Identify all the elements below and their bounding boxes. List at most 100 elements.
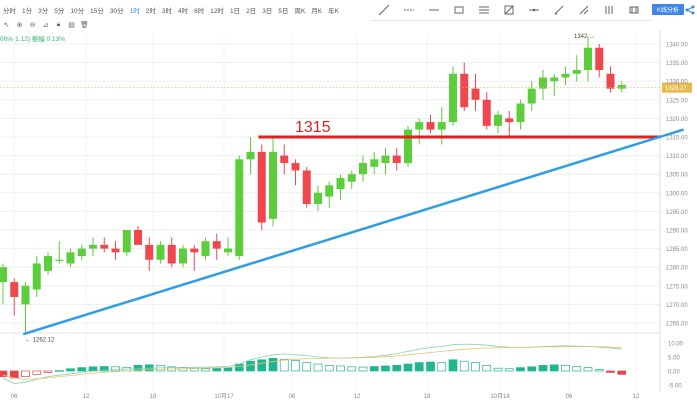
timeframe-6[interactable]: 30分 (109, 8, 124, 15)
high-label: 1342 → (574, 34, 595, 40)
timeframe-17[interactable]: 周K (294, 8, 306, 15)
timeframe-9[interactable]: 3时 (161, 8, 172, 15)
pattern-tool-icon[interactable] (621, 1, 646, 19)
lock-icon[interactable]: 🔒︎ (56, 21, 61, 28)
candle-body (100, 244, 109, 249)
timeframe-14[interactable]: 2日 (246, 8, 257, 15)
hline-tool-icon[interactable] (421, 1, 446, 19)
macd-bar (279, 358, 289, 372)
candle-body (291, 163, 300, 171)
pen-tool-icon[interactable] (546, 1, 571, 19)
candle-body (224, 248, 232, 253)
macd-bar (156, 365, 165, 372)
candle-body (449, 73, 457, 123)
timeframe-15[interactable]: 3日 (262, 8, 273, 15)
range-info: 00%(1.12) 振幅 0.13% (0, 36, 66, 43)
timeframe-4[interactable]: 10分 (70, 8, 85, 15)
macd-bar (324, 365, 334, 372)
share-icon[interactable] (684, 4, 696, 15)
macd-bar (381, 365, 390, 372)
candle-body (0, 267, 7, 283)
delete-icon[interactable]: 🗑︎ (80, 22, 89, 29)
zoom-out-icon[interactable]: ⊖ (29, 22, 36, 29)
rectangle-tool-icon[interactable] (446, 1, 471, 19)
candle-body (505, 118, 514, 123)
zoom-in-icon[interactable]: ⊕ (16, 22, 23, 29)
macd-bar (268, 358, 278, 372)
timeframe-11[interactable]: 6时 (194, 8, 205, 15)
candle-body (617, 84, 626, 89)
macd-bar (122, 367, 132, 372)
gann-tool-icon[interactable] (596, 1, 621, 19)
y-tick-label: 1300.00 (666, 191, 688, 197)
candle-body (280, 155, 289, 164)
timeframe-10[interactable]: 4时 (177, 8, 189, 15)
measure-tool-icon[interactable] (496, 1, 521, 19)
candle-body (89, 244, 97, 249)
x-tick-label: 10月17 (214, 393, 234, 400)
macd-bar (234, 363, 244, 372)
macd-bar (21, 370, 30, 377)
timeframe-13[interactable]: 1日 (229, 8, 241, 15)
candle-body (595, 47, 604, 71)
y-tick-label: 1275.00 (666, 284, 688, 290)
macd-bar (572, 366, 582, 372)
candle-body (21, 285, 30, 305)
cursor-icon[interactable]: ↖ (3, 22, 10, 29)
channel-tool-icon[interactable] (521, 1, 546, 19)
candle-body (325, 185, 334, 197)
fib-tool-icon[interactable] (471, 1, 496, 19)
macd-bar (77, 367, 87, 372)
timeframe-16[interactable]: 5日 (278, 8, 289, 15)
macd-bar (201, 368, 210, 372)
macd-bar (9, 370, 19, 379)
y-tick-label: 1310.00 (666, 154, 688, 160)
candle-body (66, 252, 75, 264)
timeframe-18[interactable]: 月K (311, 8, 323, 15)
timeframe-12[interactable]: 12时 (210, 8, 224, 15)
candle-body (527, 88, 536, 104)
x-tick-label: 12 (354, 394, 361, 400)
timeframe-7[interactable]: 1时 (129, 8, 140, 15)
macd-y-tick-label: 0.00 (668, 370, 680, 376)
macd-dea-line (2, 346, 622, 380)
trendline-tool-icon[interactable] (371, 1, 396, 19)
ruler-tool-icon[interactable] (571, 1, 596, 19)
macd-bar (54, 370, 64, 372)
candle-body (145, 244, 154, 260)
timeframe-3[interactable]: 5分 (54, 8, 65, 15)
kline-analysis-tab[interactable]: K线分析 (652, 4, 684, 15)
macd-bar (32, 370, 42, 375)
y-tick-label: 1330.00 (666, 80, 688, 86)
x-tick-label: 10月18 (490, 393, 510, 400)
timeframe-8[interactable]: 2时 (145, 8, 156, 15)
candle-body (302, 170, 311, 204)
candle-body (269, 151, 277, 219)
timeframe-2[interactable]: 3分 (38, 8, 49, 15)
candle-body (55, 259, 64, 261)
macd-bar (212, 367, 222, 372)
candle-body (212, 241, 221, 249)
timeframe-19[interactable]: 年K (328, 8, 339, 15)
macd-bar (437, 362, 447, 372)
macd-bar (504, 368, 514, 372)
candle-body (381, 155, 390, 164)
candle-body (437, 122, 446, 130)
timeframe-5[interactable]: 15分 (90, 8, 104, 15)
indicator-icon[interactable]: ⊿ (42, 22, 49, 29)
candle-body (314, 192, 322, 204)
candle-body (359, 163, 367, 175)
timeframe-1[interactable]: 1分 (22, 8, 33, 15)
layout-icon[interactable]: ▤ (68, 22, 75, 29)
macd-bar (302, 362, 312, 372)
macd-bar (617, 370, 627, 375)
candle-body (235, 159, 244, 257)
macd-bar (347, 366, 357, 372)
ray-tool-icon[interactable] (396, 1, 421, 19)
timeframe-0[interactable]: 分时 (3, 8, 16, 15)
macd-bar (403, 363, 413, 372)
macd-y-tick-label: -5.00 (668, 384, 682, 390)
trend-line (22, 128, 684, 336)
y-tick-label: 1295.00 (666, 210, 688, 216)
